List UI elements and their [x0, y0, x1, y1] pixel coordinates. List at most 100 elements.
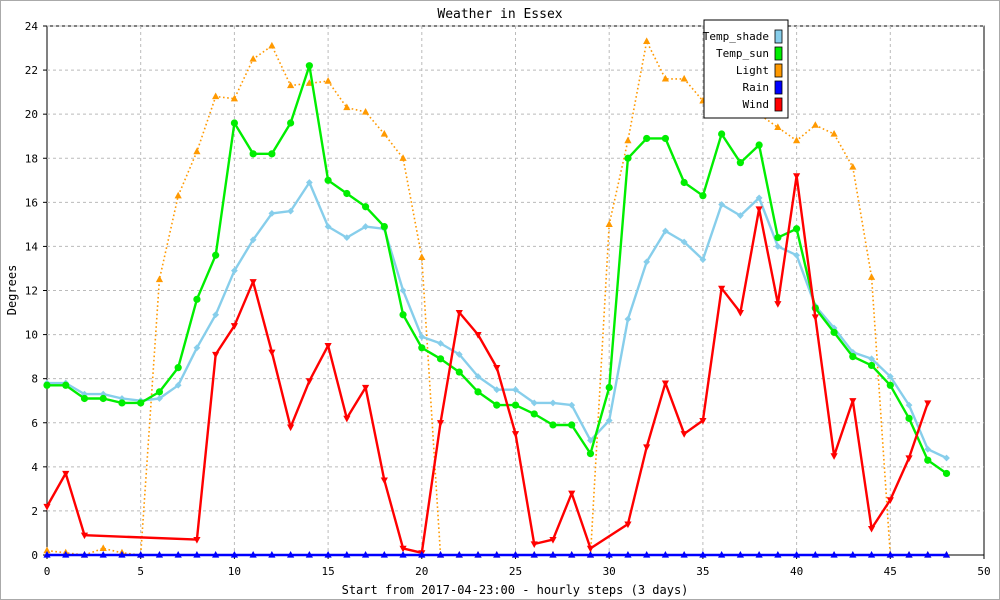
legend: Temp_shade Temp_sun Light Rain Wind	[703, 19, 789, 119]
data-point-rain	[643, 551, 651, 558]
data-point-rain	[718, 551, 726, 558]
data-point-temp-shade	[549, 399, 557, 407]
y-tick-label: 16	[25, 196, 38, 209]
data-point-temp-sun	[680, 178, 688, 187]
data-point-rain	[418, 551, 426, 558]
data-point-light	[661, 74, 670, 82]
data-point-temp-sun	[174, 364, 182, 372]
data-point-wind	[380, 477, 388, 485]
x-tick-label: 35	[696, 565, 709, 578]
x-tick-label: 45	[884, 565, 897, 578]
data-point-wind	[80, 532, 89, 540]
data-point-wind	[455, 309, 463, 317]
data-point-rain	[736, 551, 744, 558]
data-point-temp-sun	[305, 62, 313, 70]
y-tick-label: 10	[25, 329, 38, 342]
data-point-temp-sun	[886, 381, 894, 389]
data-point-light	[643, 37, 651, 45]
data-point-light	[193, 147, 201, 155]
y-tick-label: 6	[31, 417, 38, 430]
y-tick-label: 14	[25, 240, 39, 253]
data-point-rain	[774, 551, 782, 558]
data-point-wind	[436, 420, 445, 427]
data-point-temp-shade	[905, 401, 913, 409]
data-point-temp-sun	[867, 361, 876, 370]
data-point-wind	[530, 541, 538, 548]
data-point-temp-shade	[774, 243, 782, 250]
x-tick-label: 0	[44, 565, 51, 578]
data-point-temp-sun	[905, 414, 913, 422]
data-point-temp-shade	[156, 395, 163, 402]
data-point-rain	[324, 551, 332, 558]
series-rain	[43, 551, 951, 558]
data-point-temp-shade	[249, 236, 257, 244]
data-point-wind	[511, 431, 520, 438]
data-point-wind	[305, 378, 313, 385]
data-point-rain	[849, 551, 857, 558]
data-point-temp-shade	[736, 212, 744, 219]
data-point-rain	[361, 551, 370, 558]
data-point-wind	[680, 431, 688, 438]
data-point-wind	[568, 490, 576, 498]
data-point-rain	[230, 551, 238, 558]
data-point-wind	[268, 349, 276, 357]
series-line-wind	[45, 174, 929, 554]
data-point-rain	[287, 551, 295, 558]
data-point-temp-sun	[249, 150, 257, 158]
y-tick-label: 8	[31, 373, 38, 386]
data-point-wind	[867, 525, 876, 533]
data-point-temp-sun	[99, 394, 107, 403]
data-point-temp-sun	[118, 399, 126, 407]
data-point-temp-sun	[549, 421, 557, 429]
data-point-rain	[174, 551, 182, 558]
y-tick-label: 12	[25, 285, 38, 298]
data-point-rain	[155, 551, 164, 558]
data-point-rain	[511, 551, 520, 558]
data-point-wind	[849, 398, 857, 405]
y-tick-label: 4	[31, 461, 38, 474]
data-point-light	[399, 154, 407, 161]
data-point-temp-shade	[474, 373, 482, 380]
data-point-temp-shade	[943, 454, 950, 462]
x-tick-label: 30	[603, 565, 616, 578]
data-point-rain	[793, 551, 801, 558]
data-point-light	[361, 107, 370, 115]
data-point-rain	[605, 551, 613, 558]
data-point-temp-shade	[81, 390, 88, 398]
data-point-temp-shade	[530, 399, 538, 407]
data-point-temp-sun	[568, 421, 576, 429]
data-point-temp-shade	[662, 227, 669, 235]
data-point-temp-sun	[230, 119, 238, 127]
data-point-temp-shade	[587, 436, 594, 444]
data-point-temp-shade	[305, 179, 313, 186]
data-point-rain	[942, 551, 951, 558]
data-point-rain	[455, 551, 463, 558]
legend-swatch-rain	[774, 80, 783, 95]
data-point-wind	[249, 279, 257, 286]
data-point-temp-sun	[324, 176, 332, 184]
data-point-wind	[43, 503, 51, 511]
data-point-rain	[924, 551, 932, 558]
y-tick-label: 18	[25, 152, 38, 165]
data-point-temp-shade	[924, 445, 932, 453]
x-tick-label: 15	[321, 565, 334, 578]
data-point-light	[268, 41, 276, 49]
data-point-temp-sun	[212, 251, 220, 259]
data-point-temp-shade	[268, 209, 276, 217]
data-point-light	[867, 273, 876, 280]
data-point-temp-sun	[924, 456, 932, 464]
data-point-light	[155, 275, 164, 283]
data-point-light	[380, 130, 388, 137]
data-point-temp-shade	[193, 344, 201, 352]
data-point-rain	[586, 551, 595, 558]
data-point-temp-shade	[418, 333, 426, 341]
data-point-rain	[474, 551, 482, 558]
data-point-rain	[699, 551, 707, 558]
legend-swatch-temp-shade	[774, 29, 783, 44]
data-point-light	[230, 94, 238, 102]
data-point-temp-shade	[605, 417, 613, 424]
data-point-temp-shade	[212, 311, 220, 319]
data-point-light	[305, 79, 313, 86]
data-point-light	[830, 130, 838, 137]
